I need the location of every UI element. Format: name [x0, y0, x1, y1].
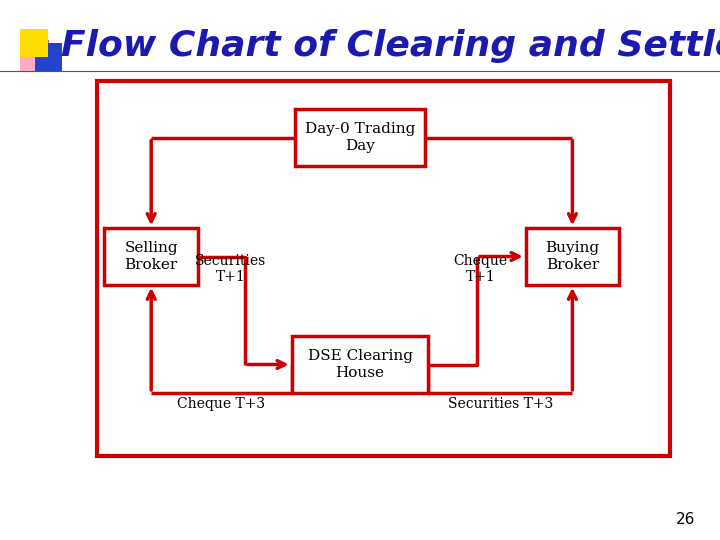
Bar	[35, 43, 62, 71]
Text: Buying
Broker: Buying Broker	[545, 241, 600, 272]
Text: 26: 26	[675, 511, 695, 526]
Bar	[20, 50, 42, 71]
Text: Securities
T+1: Securities T+1	[195, 254, 266, 284]
Bar	[20, 29, 48, 57]
Bar	[97, 81, 670, 456]
Bar	[35, 40, 49, 57]
Bar	[104, 228, 198, 285]
Text: Selling
Broker: Selling Broker	[125, 241, 178, 272]
Bar	[292, 336, 428, 393]
Text: Flow Chart of Clearing and Settlement: Flow Chart of Clearing and Settlement	[61, 29, 720, 63]
Bar	[526, 228, 619, 285]
Text: Cheque T+3: Cheque T+3	[177, 397, 266, 411]
Text: DSE Clearing
House: DSE Clearing House	[307, 349, 413, 380]
Text: Securities T+3: Securities T+3	[448, 397, 553, 411]
Bar	[295, 109, 425, 166]
Text: Cheque
T+1: Cheque T+1	[454, 254, 508, 284]
Text: Day-0 Trading
Day: Day-0 Trading Day	[305, 122, 415, 153]
